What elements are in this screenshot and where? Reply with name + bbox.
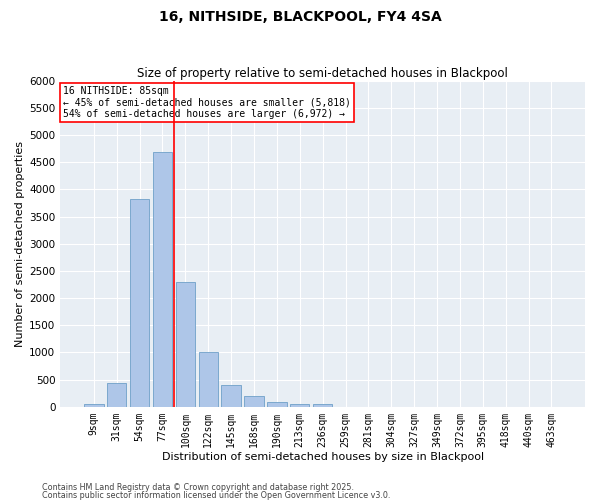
Title: Size of property relative to semi-detached houses in Blackpool: Size of property relative to semi-detach… [137, 66, 508, 80]
Y-axis label: Number of semi-detached properties: Number of semi-detached properties [15, 141, 25, 347]
Bar [176, 282, 195, 407]
Bar [244, 396, 264, 407]
Bar [130, 199, 149, 407]
Text: 16 NITHSIDE: 85sqm
← 45% of semi-detached houses are smaller (5,818)
54% of semi: 16 NITHSIDE: 85sqm ← 45% of semi-detache… [63, 86, 351, 119]
X-axis label: Distribution of semi-detached houses by size in Blackpool: Distribution of semi-detached houses by … [161, 452, 484, 462]
Bar [153, 152, 172, 407]
Text: Contains public sector information licensed under the Open Government Licence v3: Contains public sector information licen… [42, 490, 391, 500]
Bar [84, 404, 104, 407]
Bar [199, 352, 218, 407]
Text: 16, NITHSIDE, BLACKPOOL, FY4 4SA: 16, NITHSIDE, BLACKPOOL, FY4 4SA [158, 10, 442, 24]
Bar [313, 404, 332, 407]
Bar [267, 402, 287, 407]
Bar [290, 404, 310, 407]
Bar [221, 384, 241, 407]
Text: Contains HM Land Registry data © Crown copyright and database right 2025.: Contains HM Land Registry data © Crown c… [42, 484, 354, 492]
Bar [107, 384, 127, 407]
